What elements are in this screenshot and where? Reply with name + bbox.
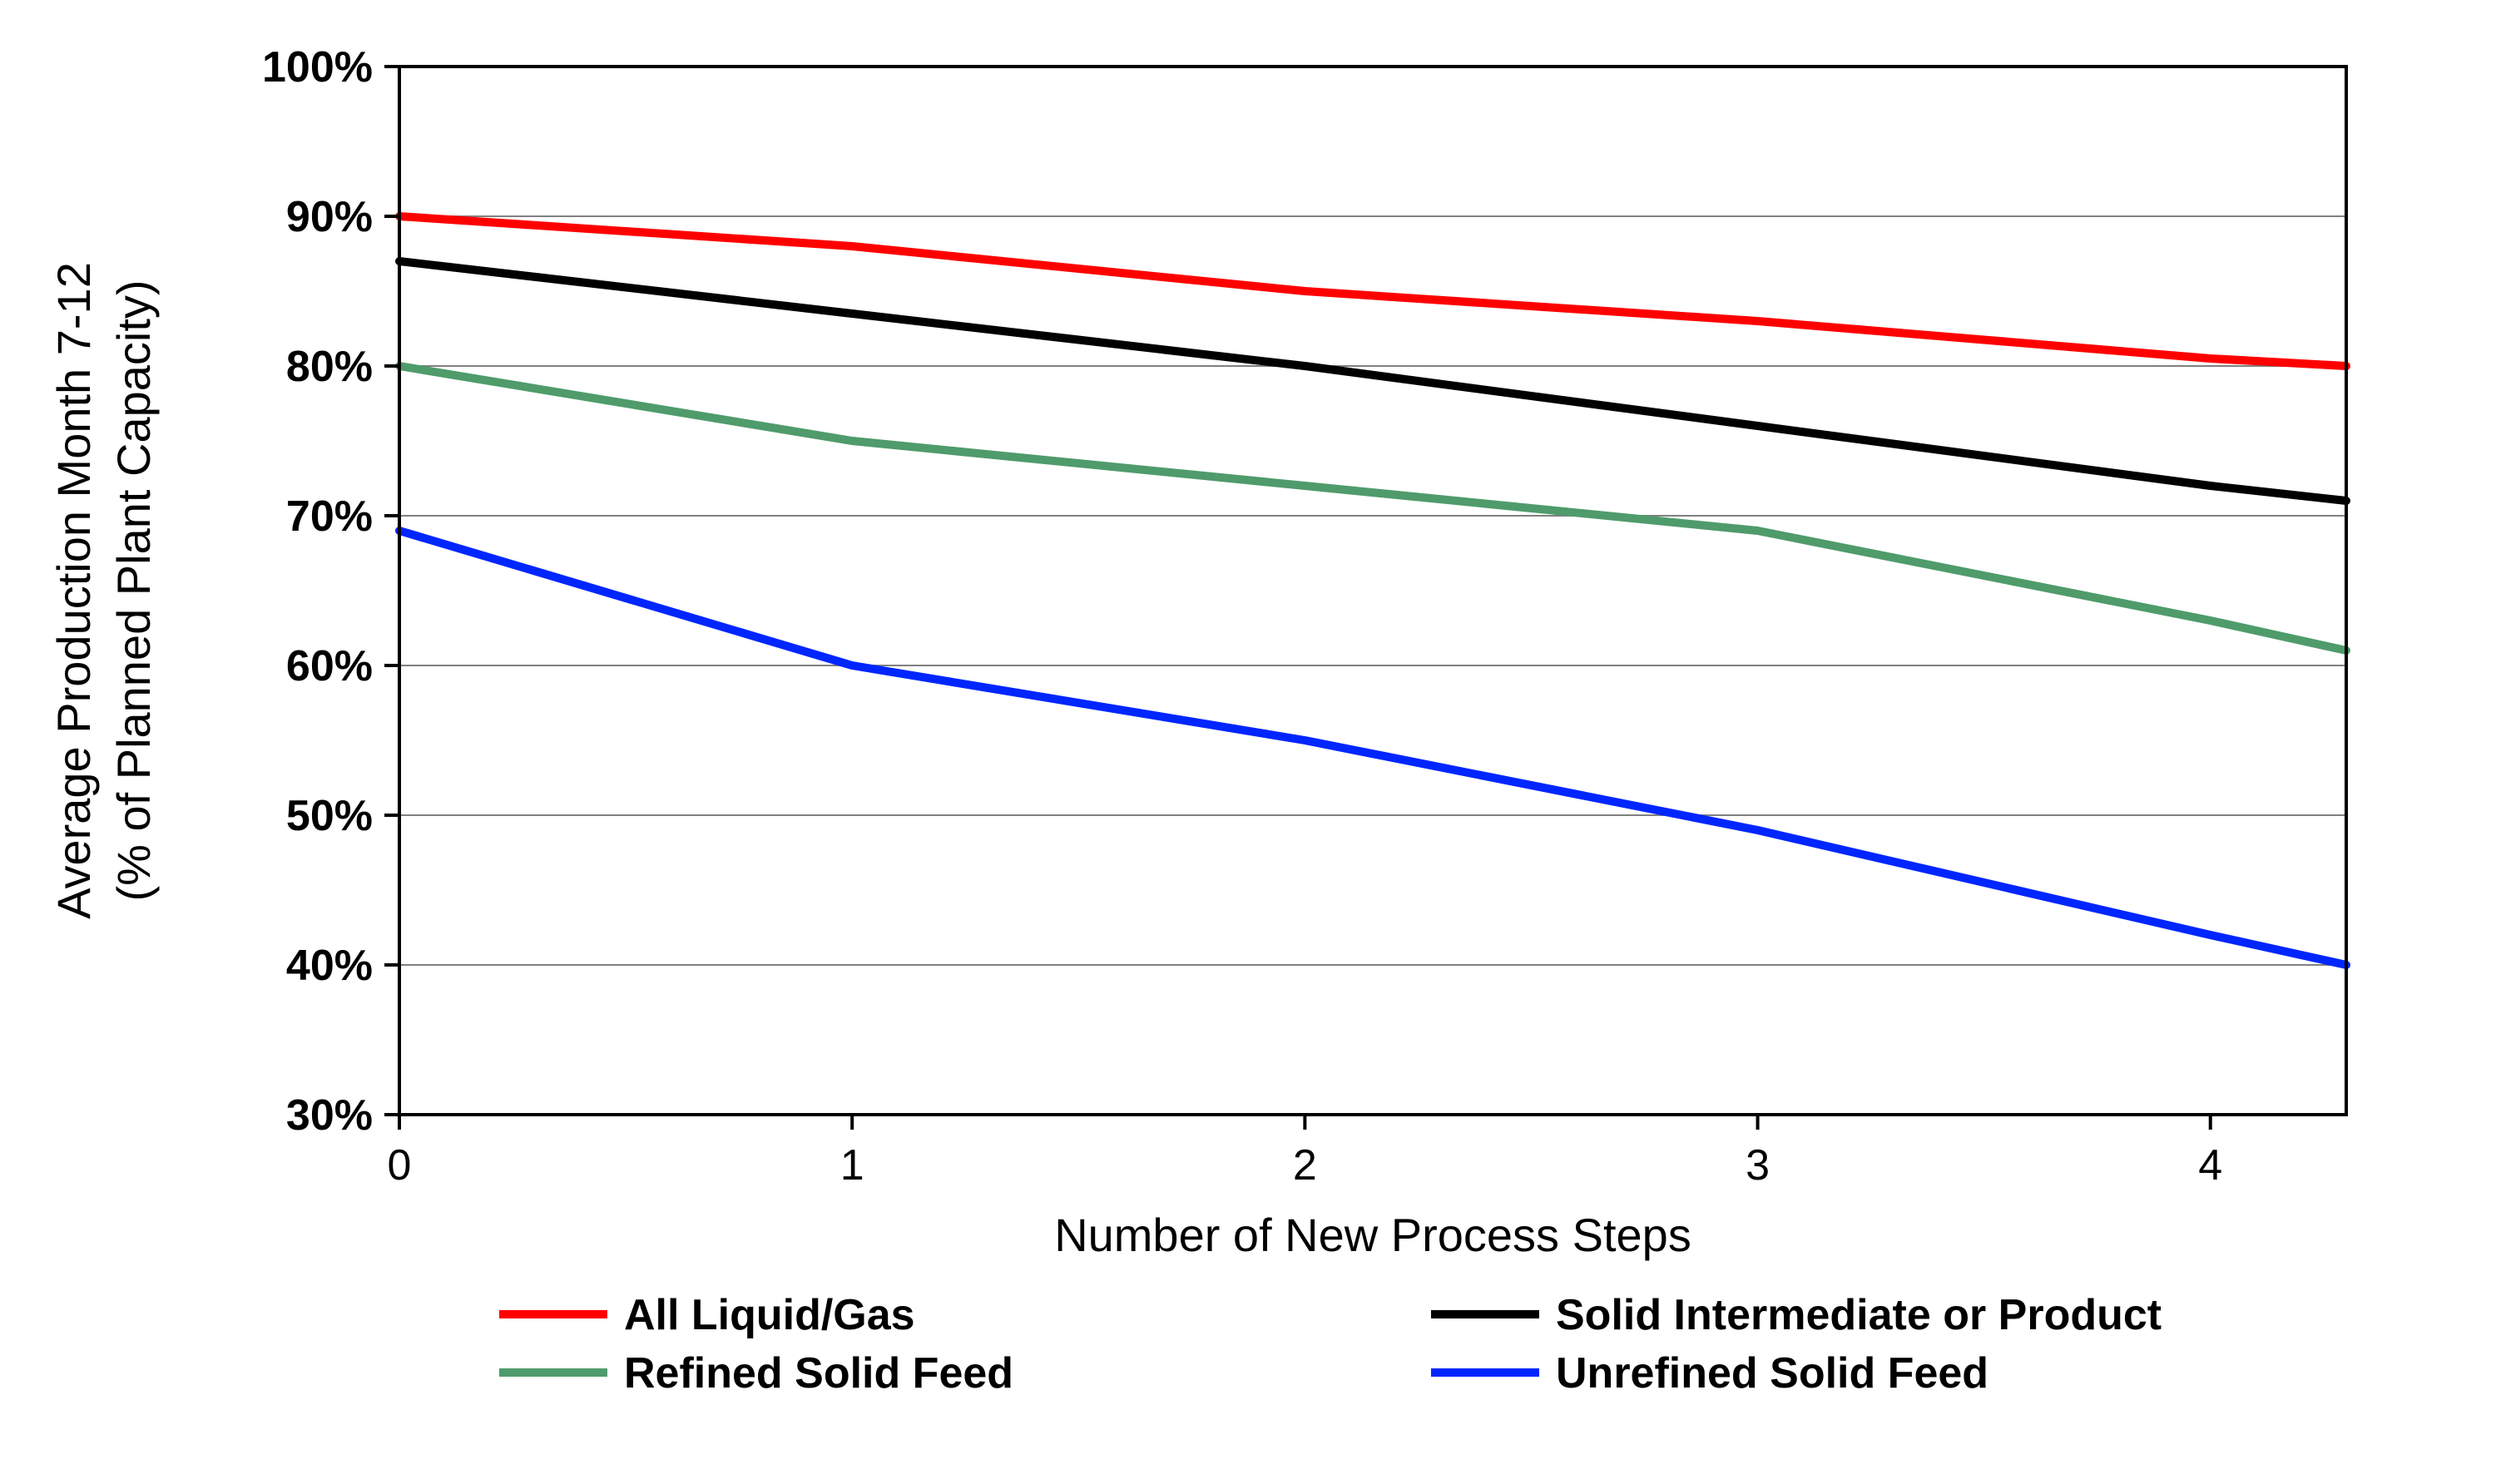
y-tick-label: 100%: [262, 43, 373, 92]
y-tick-label: 30%: [286, 1091, 373, 1140]
y-tick-label: 50%: [286, 792, 373, 840]
legend-label: Solid Intermediate or Product: [1556, 1291, 2162, 1339]
svg-text:Average Production Month 7-12: Average Production Month 7-12: [47, 262, 100, 919]
legend-label: All Liquid/Gas: [624, 1291, 915, 1339]
y-tick-label: 40%: [286, 942, 373, 990]
x-tick-label: 4: [2198, 1141, 2222, 1190]
x-axis-label: Number of New Process Steps: [1054, 1209, 1691, 1261]
svg-text:(% of Planned Plant Capacity): (% of Planned Plant Capacity): [107, 279, 160, 901]
y-tick-label: 70%: [286, 492, 373, 541]
x-tick-label: 2: [1293, 1141, 1317, 1190]
x-tick-label: 3: [1746, 1141, 1770, 1190]
y-tick-label: 60%: [286, 642, 373, 690]
chart-container: 0 1 2 3 4 30% 40% 50% 60% 70% 80% 90% 100% Number of …: [0, 0, 2496, 1484]
x-tick-label: 1: [840, 1141, 864, 1190]
line-chart: 0 1 2 3 4 30% 40% 50% 60% 70% 80% 90% 100% Number of …: [0, 0, 2496, 1484]
y-tick-label: 90%: [286, 193, 373, 241]
legend-label: Refined Solid Feed: [624, 1349, 1013, 1397]
legend-label: Unrefined Solid Feed: [1556, 1349, 1988, 1397]
y-tick-label: 80%: [286, 343, 373, 391]
x-tick-label: 0: [388, 1141, 412, 1190]
